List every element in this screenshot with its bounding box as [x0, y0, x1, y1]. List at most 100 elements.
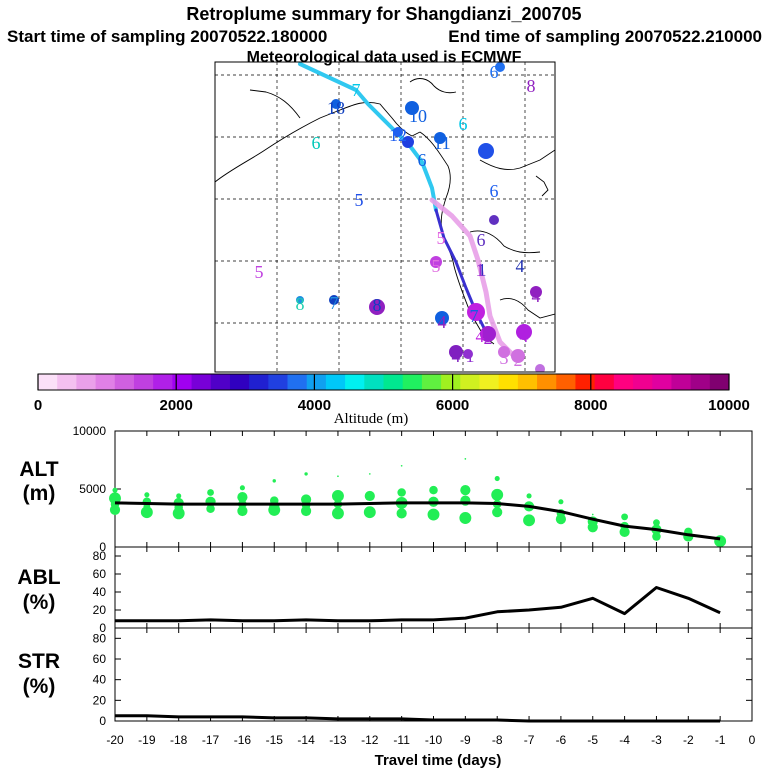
- colorbar-swatch: [95, 374, 116, 390]
- map-cluster-label: 4: [438, 312, 447, 332]
- altitude-scatter-point: [368, 473, 371, 475]
- colorbar-swatch: [364, 374, 384, 390]
- colorbar-swatch: [613, 374, 634, 390]
- colorbar-swatch: [479, 374, 500, 390]
- colorbar-swatch: [191, 374, 212, 390]
- cluster-dots: [296, 62, 545, 372]
- map-cluster-label: 4: [532, 286, 541, 306]
- map-cluster-label: 1: [478, 260, 487, 280]
- str-series-line: [115, 714, 721, 723]
- map-cluster-label: 5: [432, 256, 441, 276]
- map-cluster-label: 5: [355, 190, 364, 210]
- colorbar-swatch: [460, 374, 480, 390]
- colorbar-swatch: [133, 374, 154, 390]
- altitude-scatter-point: [494, 476, 500, 482]
- alt-series-line: [114, 501, 721, 541]
- map-cluster-label: 6: [490, 181, 499, 201]
- colorbar-swatch: [498, 374, 519, 390]
- map-cluster-label: 4: [476, 326, 485, 346]
- colorbar-label: Altitude (m): [334, 411, 409, 427]
- map-cluster-label: 7: [330, 293, 339, 313]
- met-data-label: Meteorological data used is ECMWF: [247, 49, 522, 66]
- map-cluster-label: 5: [255, 262, 264, 282]
- altitude-scatter-point: [621, 513, 628, 521]
- y-tick-label: 40: [93, 673, 107, 687]
- x-tick-label: -10: [425, 733, 443, 747]
- altitude-scatter-point: [140, 506, 153, 519]
- map-cluster-label: 8: [527, 76, 536, 96]
- altitude-scatter-point: [144, 492, 150, 498]
- x-axis-title: Travel time (days): [375, 752, 502, 768]
- altitude-scatter-point: [653, 519, 660, 527]
- colorbar-swatch: [57, 374, 77, 390]
- altitude-scatter-point: [176, 493, 182, 499]
- colorbar-tick-label: 6000: [436, 397, 469, 414]
- x-tick-label: -14: [297, 733, 315, 747]
- x-tick-label: -2: [683, 733, 694, 747]
- y-tick-label: 10000: [73, 424, 107, 438]
- colorbar-swatch: [441, 374, 461, 390]
- map-cluster-label: 12: [389, 125, 407, 145]
- altitude-scatter-point: [492, 507, 503, 518]
- altitude-scatter-point: [363, 506, 376, 519]
- y-tick-label: 80: [93, 549, 107, 563]
- altitude-scatter-point: [429, 485, 438, 495]
- x-tick-label: -16: [234, 733, 252, 747]
- altitude-scatter-point: [427, 508, 440, 521]
- x-tick-label: -13: [329, 733, 347, 747]
- abl-panel: 0 20 40 60 80: [93, 546, 753, 635]
- altitude-scatter-point: [619, 526, 630, 538]
- altitude-scatter-point: [272, 479, 276, 483]
- map-cluster-label: 6: [418, 150, 427, 170]
- altitude-scatter-point: [268, 503, 281, 516]
- x-tick-label: -9: [460, 733, 471, 747]
- colorbar-swatch: [421, 374, 442, 390]
- str-panel-label: STR: [18, 650, 60, 673]
- map-cluster-label: 18: [327, 98, 345, 118]
- end-time-label: End time of sampling 20070522.210000: [448, 27, 762, 46]
- map-cluster-label: 1: [466, 346, 475, 366]
- colorbar-swatch: [671, 374, 692, 390]
- altitude-scatter-point: [172, 507, 185, 520]
- colorbar-swatch: [537, 374, 557, 390]
- map-cluster-label: 6: [312, 133, 321, 153]
- colorbar-swatch: [38, 374, 58, 390]
- figure-title: Retroplume summary for Shangdianzi_20070…: [186, 4, 581, 24]
- y-tick-label: 60: [93, 652, 107, 666]
- map-cluster-label: 8: [296, 294, 305, 314]
- colorbar-swatch: [325, 374, 346, 390]
- altitude-scatter-point: [397, 488, 406, 497]
- colorbar-tick-labels: 0 2000 4000 6000 8000 10000: [34, 397, 750, 414]
- map-cluster-label: 7: [352, 80, 361, 100]
- y-tick-label: 80: [93, 631, 107, 645]
- altitude-scatter-point: [464, 457, 467, 460]
- altitude-scatter-point: [332, 490, 344, 502]
- colorbar-tick-label: 2000: [160, 397, 193, 414]
- altitude-scatter-point: [207, 489, 214, 496]
- altitude-scatter-point: [239, 485, 245, 491]
- colorbar-swatch: [306, 374, 327, 390]
- map-cluster-label: 6: [477, 230, 486, 250]
- altitude-colorbar: [37, 373, 730, 391]
- y-tick-label: 40: [93, 585, 107, 599]
- altitude-scatter-point: [558, 499, 564, 505]
- x-axis-tick-labels: -20 -19 -18 -17 -16 -15 -14 -13 -12 -11 -10 -9 -8 -7-…: [106, 733, 755, 747]
- map-cluster-label: 8: [373, 295, 382, 315]
- altitude-scatter-point: [304, 472, 308, 476]
- map-cluster-label: 2: [514, 350, 523, 370]
- colorbar-swatch: [249, 374, 269, 390]
- map-cluster-label: 11: [433, 133, 450, 153]
- colorbar-swatch: [268, 374, 288, 390]
- map-cluster-label: 6: [459, 114, 468, 134]
- str-panel-frame: [114, 627, 753, 722]
- altitude-scatter-point: [109, 504, 121, 515]
- str-unit-label: (%): [23, 675, 56, 698]
- trajectory-segment-high: [298, 62, 438, 212]
- map-frame: [214, 61, 556, 373]
- altitude-scatter-point: [652, 532, 661, 541]
- x-tick-label: -6: [556, 733, 567, 747]
- x-tick-label: -1: [715, 733, 726, 747]
- map-cluster-label: 3: [537, 362, 546, 382]
